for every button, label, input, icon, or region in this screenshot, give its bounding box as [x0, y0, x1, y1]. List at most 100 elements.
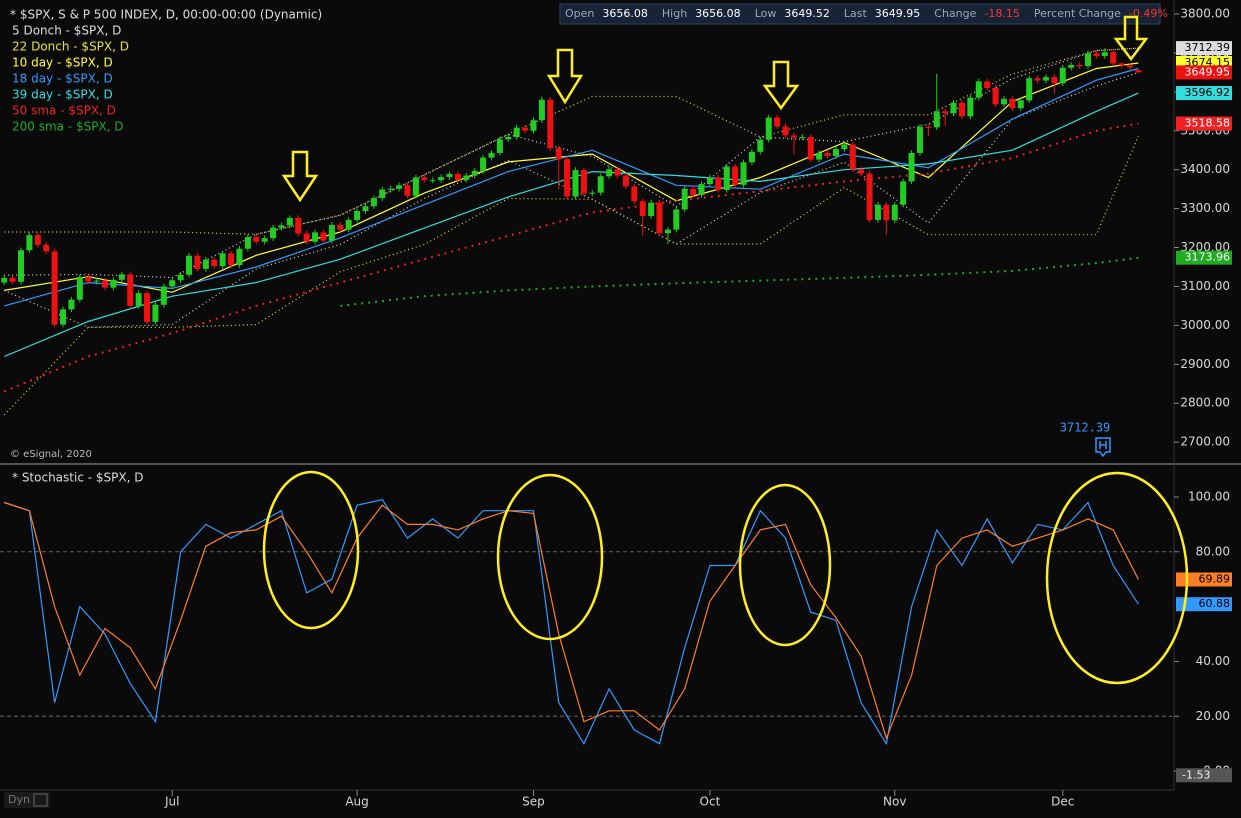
candle-body [144, 293, 151, 322]
last-value-box [1176, 86, 1232, 101]
candle-body [673, 209, 680, 230]
candle-body [858, 169, 865, 174]
candle-body [1009, 98, 1016, 109]
candle-body [1076, 64, 1083, 67]
quote-value: 3649.95 [875, 7, 921, 20]
candle-body [690, 188, 697, 195]
candle-body [958, 102, 965, 117]
candle-body [748, 151, 755, 163]
candle-body [118, 274, 125, 280]
candle-body [597, 176, 604, 193]
candle-body [387, 188, 394, 190]
candle-body [1093, 53, 1100, 57]
candle-body [942, 111, 949, 114]
last-value-box [1176, 116, 1232, 131]
candle-body [555, 148, 562, 160]
high-icon [1095, 437, 1111, 458]
candle-body [278, 225, 285, 228]
candle-body [454, 173, 461, 180]
candle-body [740, 162, 747, 185]
candle-body [219, 253, 226, 267]
candle-body [874, 204, 881, 220]
candle-body [883, 204, 890, 221]
candle-body [900, 181, 907, 205]
candle-body [950, 102, 957, 114]
candle-body [446, 173, 453, 178]
last-value-label: 3712.39 [1185, 41, 1231, 54]
y-tick-label: 3000.00 [1180, 318, 1230, 332]
candle-body [244, 237, 251, 249]
legend-entry: 200 sma - $SPX, D [12, 120, 124, 134]
arrow [762, 60, 800, 111]
candle-body [370, 198, 377, 207]
mode-button[interactable] [4, 792, 50, 808]
candle-body [270, 227, 277, 239]
candle-body [799, 137, 806, 139]
circle [1045, 471, 1189, 685]
indicator-line-lower [3, 135, 1139, 416]
indicator-line [4, 67, 1139, 307]
last-value-label: 60.88 [1199, 597, 1231, 610]
y-tick-label: 20.00 [1196, 709, 1230, 723]
candle-body [631, 186, 638, 202]
candle-body [1126, 65, 1133, 68]
candle-body [656, 202, 663, 234]
last-value-label: 3518.58 [1185, 117, 1231, 130]
candle-body [648, 202, 655, 217]
candle-body [765, 117, 772, 140]
x-tick-label: Dec [1051, 795, 1074, 809]
copyright: © eSignal, 2020 [10, 449, 92, 460]
candle-body [26, 235, 33, 251]
y-tick-label: 3400.00 [1180, 162, 1230, 176]
candle-body [547, 99, 554, 149]
legend-entry: 50 sma - $SPX, D [12, 104, 116, 118]
candle-body [1110, 52, 1117, 64]
candle-body [34, 235, 41, 245]
quote-value: 3649.52 [784, 7, 830, 20]
mode-icon [33, 793, 48, 807]
last-value-box [1176, 250, 1232, 265]
candle-body [606, 169, 613, 177]
high-annotation: 3712.39 [1060, 421, 1111, 435]
y-tick-label: 2800.00 [1180, 396, 1230, 410]
quote-value: -0.49% [1129, 7, 1168, 20]
candle-body [68, 299, 75, 310]
candle-body [202, 259, 209, 269]
candle-body [1051, 77, 1058, 84]
candle-body [1135, 70, 1142, 73]
high-icon-shape [1095, 437, 1111, 458]
candle-body [513, 127, 520, 138]
candle-body [908, 152, 915, 182]
candle-body [9, 277, 16, 282]
x-tick-label: Jul [164, 795, 179, 809]
candle-body [916, 126, 923, 153]
candle-body [639, 201, 646, 217]
candle-body [43, 244, 50, 252]
candle-body [589, 192, 596, 194]
candle-body [169, 280, 176, 287]
y-tick-label: 3300.00 [1180, 201, 1230, 215]
candle-body [538, 99, 545, 121]
candle-body [1084, 53, 1091, 67]
candle-body [782, 126, 789, 136]
legend-entry: 18 day - $SPX, D [12, 72, 113, 86]
high-icon-letter [1099, 441, 1107, 449]
candle-body [295, 217, 302, 234]
candle-body [1000, 98, 1007, 105]
candle-body [76, 277, 83, 300]
candle-body [354, 210, 361, 220]
candle-body [790, 135, 797, 138]
y-tick-label: 3200.00 [1180, 240, 1230, 254]
candle-body [60, 309, 67, 325]
x-tick-label: Aug [345, 795, 368, 809]
y-tick-label: 100.00 [1188, 489, 1230, 503]
candle-body [984, 81, 991, 88]
candle-body [1042, 77, 1049, 81]
candle-body [320, 232, 327, 241]
quote-box [559, 3, 1161, 25]
last-value-box [1176, 597, 1232, 612]
quote-value: -18.15 [984, 7, 1019, 20]
candle-body [732, 166, 739, 185]
